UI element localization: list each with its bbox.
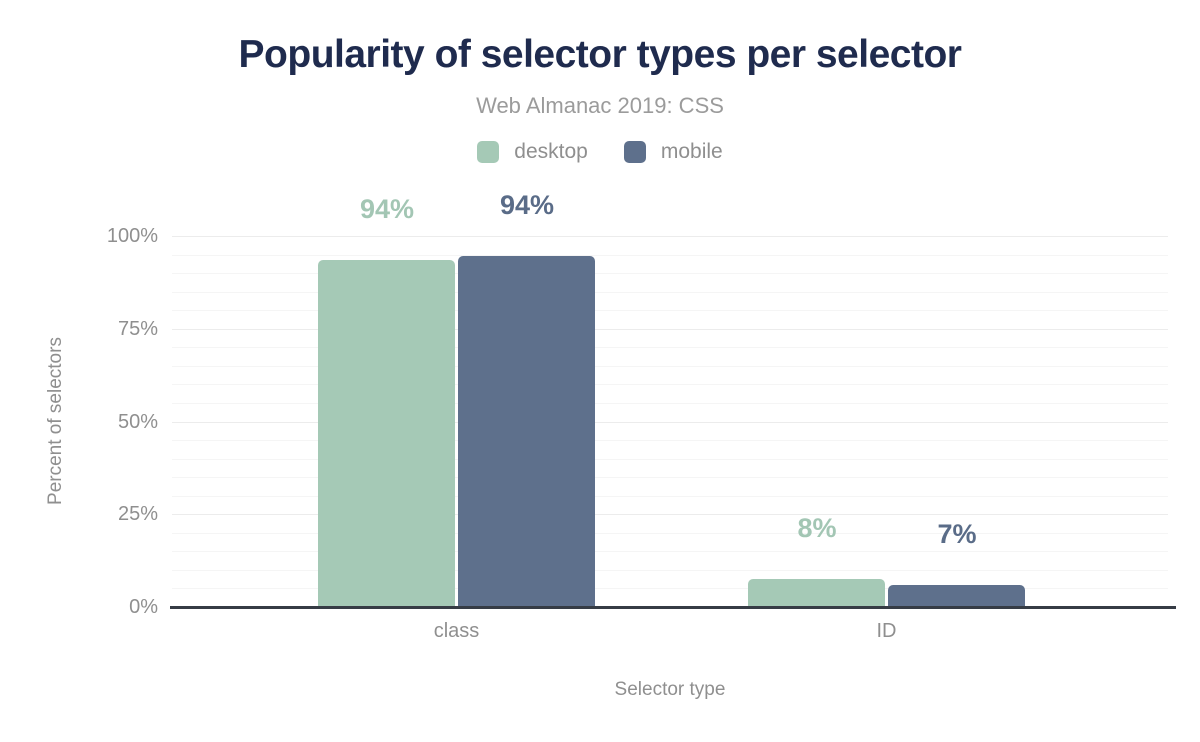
gridline-minor: [172, 496, 1168, 497]
y-tick-label: 25%: [117, 503, 158, 525]
gridline-major: [172, 422, 1168, 423]
gridline-minor: [172, 273, 1168, 274]
bar-value-label-mobile-class: 94%: [499, 190, 555, 220]
legend-item-mobile: mobile: [623, 140, 723, 164]
legend-item-desktop: desktop: [477, 140, 588, 164]
legend-label-desktop: desktop: [514, 140, 588, 163]
bar-value-label-mobile-ID: 7%: [937, 519, 977, 549]
x-tick-label-ID: ID: [876, 620, 897, 642]
legend-label-mobile: mobile: [660, 140, 723, 163]
bar-mobile-ID: [888, 585, 1025, 607]
gridline-minor: [172, 310, 1168, 311]
x-tick-label-class: class: [433, 620, 480, 642]
gridline-minor: [172, 255, 1168, 256]
gridline-minor: [172, 403, 1168, 404]
gridline-minor: [172, 440, 1168, 441]
chart-subtitle: Web Almanac 2019: CSS: [476, 93, 724, 118]
bar-desktop-ID: [748, 579, 885, 607]
gridline-minor: [172, 366, 1168, 367]
gridline-minor: [172, 551, 1168, 552]
gridline-minor: [172, 477, 1168, 478]
bar-value-label-desktop-ID: 8%: [797, 513, 837, 543]
bar-value-label-desktop-class: 94%: [359, 194, 415, 224]
gridline-major: [172, 329, 1168, 330]
legend: desktop mobile: [0, 140, 1200, 164]
x-axis-title: Selector type: [614, 679, 726, 700]
desktop-swatch-icon: [477, 141, 500, 163]
bar-mobile-class: [458, 256, 595, 607]
y-axis-title: Percent of selectors: [45, 337, 66, 505]
gridline-minor: [172, 570, 1168, 571]
bar-desktop-class: [318, 260, 455, 607]
gridline-minor: [172, 347, 1168, 348]
gridline-minor: [172, 533, 1168, 534]
chart-title: Popularity of selector types per selecto…: [238, 33, 962, 76]
gridline-major: [172, 236, 1168, 237]
y-tick-label: 50%: [117, 411, 158, 433]
gridline-minor: [172, 459, 1168, 460]
gridline-minor: [172, 588, 1168, 589]
gridline-minor: [172, 384, 1168, 385]
gridline-minor: [172, 292, 1168, 293]
x-axis-line: [170, 606, 1176, 609]
y-tick-label: 0%: [129, 596, 158, 618]
gridline-major: [172, 514, 1168, 515]
y-tick-label: 100%: [106, 225, 158, 247]
y-tick-label: 75%: [117, 318, 158, 340]
mobile-swatch-icon: [623, 141, 646, 163]
